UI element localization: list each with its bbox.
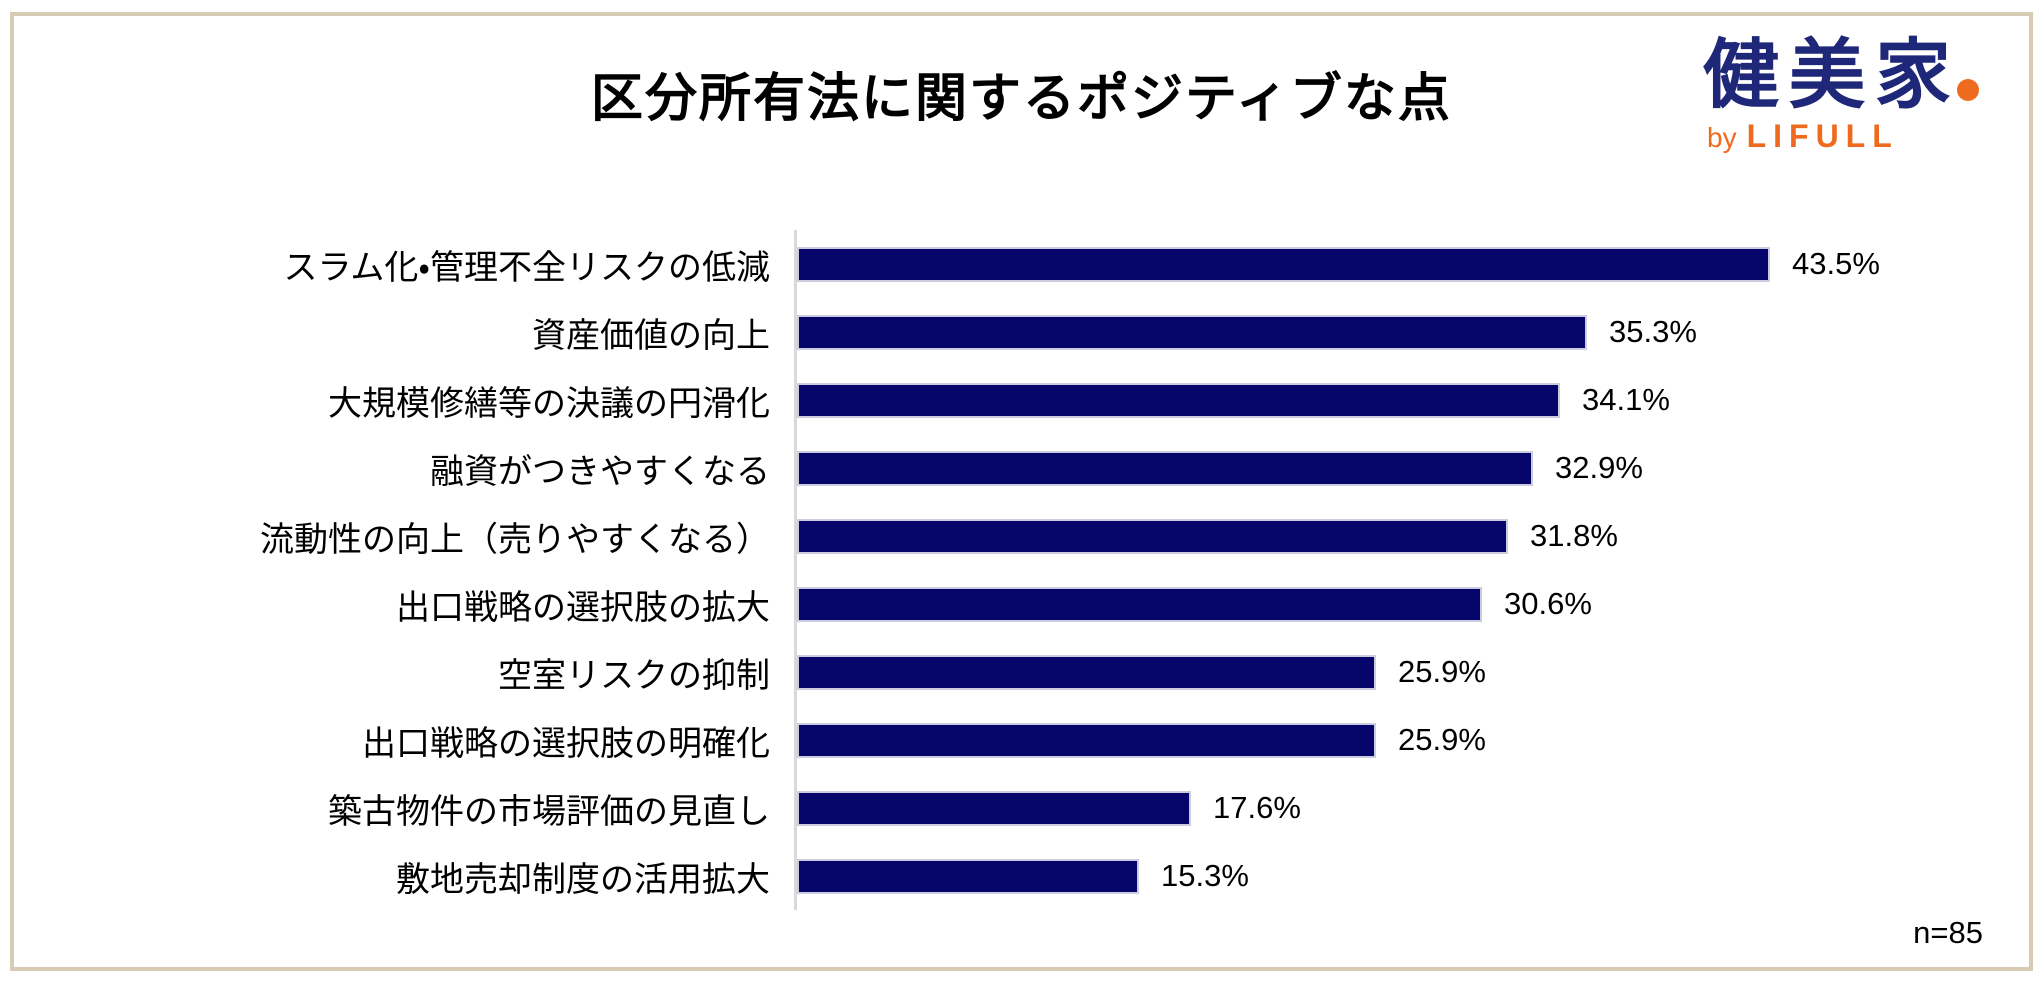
chart-row: 空室リスクの抑制 25.9% <box>14 638 2029 706</box>
category-label: 大規模修繕等の決議の円滑化 <box>328 384 770 423</box>
header: 区分所有法に関するポジティブな点 健美家 by LIFULL <box>14 16 2029 166</box>
value-label: 15.3% <box>1161 858 1249 893</box>
chart-row: 大規模修繕等の決議の円滑化 34.1% <box>14 366 2029 434</box>
chart-row: スラム化・管理不全リスクの低減 43.5% <box>14 230 2029 298</box>
bar-track: 35.3% <box>794 298 2029 366</box>
category-label: 出口戦略の選択肢の明確化 <box>362 724 770 763</box>
value-label: 17.6% <box>1213 790 1301 825</box>
category-label: 流動性の向上（売りやすくなる） <box>260 520 770 559</box>
category-label: 敷地売却制度の活用拡大 <box>396 860 770 899</box>
bar <box>797 858 1139 894</box>
footer: n=85 <box>1913 915 1983 951</box>
value-label: 34.1% <box>1582 382 1670 417</box>
bar-track: 32.9% <box>794 434 2029 502</box>
chart-row: 敷地売却制度の活用拡大 15.3% <box>14 842 2029 910</box>
bar-track: 30.6% <box>794 570 2029 638</box>
chart-row: 出口戦略の選択肢の明確化 25.9% <box>14 706 2029 774</box>
bar <box>797 246 1770 282</box>
bar-track: 15.3% <box>794 842 2029 910</box>
bar <box>797 790 1191 826</box>
page-title: 区分所有法に関するポジティブな点 <box>591 70 1452 128</box>
logo-brand-text: 健美家 <box>1703 33 1961 118</box>
value-label: 31.8% <box>1530 518 1618 553</box>
category-label: スラム化・管理不全リスクの低減 <box>283 248 770 287</box>
bar <box>797 586 1482 622</box>
bar-track: 43.5% <box>794 230 2029 298</box>
value-label: 32.9% <box>1555 450 1643 485</box>
kenbiya-logo: 健美家 by LIFULL <box>1703 38 1979 152</box>
bar <box>797 314 1587 350</box>
bar-track: 34.1% <box>794 366 2029 434</box>
bar-track: 17.6% <box>794 774 2029 842</box>
logo-dot-icon <box>1957 79 1979 101</box>
category-label: 空室リスクの抑制 <box>498 656 770 695</box>
category-label: 築古物件の市場評価の見直し <box>328 792 770 831</box>
chart-row: 資産価値の向上 35.3% <box>14 298 2029 366</box>
value-label: 25.9% <box>1398 654 1486 689</box>
category-label: 資産価値の向上 <box>532 316 770 355</box>
value-label: 43.5% <box>1792 246 1880 281</box>
bar-track: 25.9% <box>794 638 2029 706</box>
bar <box>797 654 1376 690</box>
chart-row: 出口戦略の選択肢の拡大 30.6% <box>14 570 2029 638</box>
logo-brand-row: 健美家 <box>1703 38 1979 114</box>
bar <box>797 722 1376 758</box>
chart-frame: 区分所有法に関するポジティブな点 健美家 by LIFULL スラム化・管理不全リ… <box>10 12 2033 971</box>
chart-row: 流動性の向上（売りやすくなる） 31.8% <box>14 502 2029 570</box>
category-label: 融資がつきやすくなる <box>430 452 770 491</box>
logo-byline: by LIFULL <box>1703 120 1979 152</box>
chart-row: 築古物件の市場評価の見直し 17.6% <box>14 774 2029 842</box>
bar <box>797 450 1533 486</box>
value-label: 35.3% <box>1609 314 1697 349</box>
bar <box>797 382 1560 418</box>
bar <box>797 518 1508 554</box>
sample-size: n=85 <box>1913 915 1983 950</box>
chart-row: 融資がつきやすくなる 32.9% <box>14 434 2029 502</box>
logo-byline-prefix: by <box>1707 122 1737 153</box>
logo-byline-brand: LIFULL <box>1746 118 1899 154</box>
value-label: 30.6% <box>1504 586 1592 621</box>
bar-track: 25.9% <box>794 706 2029 774</box>
category-label: 出口戦略の選択肢の拡大 <box>396 588 770 627</box>
bar-track: 31.8% <box>794 502 2029 570</box>
bar-chart: スラム化・管理不全リスクの低減 43.5% 資産価値の向上 35.3% 大規模修繕等の決… <box>14 230 2029 910</box>
value-label: 25.9% <box>1398 722 1486 757</box>
